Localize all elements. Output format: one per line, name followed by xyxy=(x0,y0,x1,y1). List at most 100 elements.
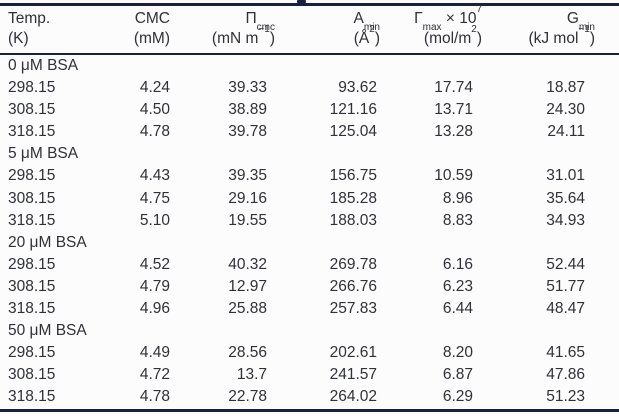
header-gmin-line2: (kJ mol−1) xyxy=(528,23,595,47)
header-temp-line1: Temp. xyxy=(8,10,51,27)
cell-gamma-max: 6.16 xyxy=(442,255,473,273)
cell-a-min: 202.61 xyxy=(329,344,377,362)
cell-gamma-max: 8.20 xyxy=(442,344,473,362)
cell-a-min: 93.62 xyxy=(338,79,377,97)
cell-a-min: 269.78 xyxy=(329,255,377,273)
table-row: 308.15 4.79 12.97 266.76 6.23 51.77 xyxy=(0,276,619,298)
cell-g-min: 51.23 xyxy=(546,388,585,406)
cell-a-min: 264.02 xyxy=(329,388,377,406)
cell-pi-cmc: 25.88 xyxy=(228,300,267,318)
cell-pi-cmc: 29.16 xyxy=(228,189,267,207)
table-row: 318.15 4.96 25.88 257.83 6.44 48.47 xyxy=(0,298,619,320)
table-row: 298.15 4.24 39.33 93.62 17.74 18.87 xyxy=(0,77,619,99)
cell-gamma-max: 6.29 xyxy=(442,388,473,406)
cell-pi-cmc: 28.56 xyxy=(228,344,267,362)
section-row-20um-bsa: 20 μM BSA xyxy=(0,232,619,254)
cell-temp: 298.15 xyxy=(8,167,56,185)
cell-temp: 298.15 xyxy=(8,79,56,97)
section-label: 0 μM BSA xyxy=(8,57,79,74)
header-gamma-line2: (mol/m2) xyxy=(423,23,482,47)
header-temp-line2: (K) xyxy=(8,30,29,47)
cell-g-min: 18.87 xyxy=(546,79,585,97)
cell-cmc: 4.43 xyxy=(139,167,170,185)
table-row: 318.15 4.78 22.78 264.02 6.29 51.23 xyxy=(0,386,619,408)
cell-cmc: 4.50 xyxy=(139,101,170,119)
header-cmc-line1: CMC xyxy=(134,10,170,27)
cell-a-min: 266.76 xyxy=(329,277,377,295)
cell-temp: 308.15 xyxy=(8,366,56,384)
cell-g-min: 35.64 xyxy=(546,189,585,207)
header-cmc-line2: (mM) xyxy=(133,30,170,47)
header-pi-line2: (mN m−1) xyxy=(211,23,275,47)
cell-gamma-max: 10.59 xyxy=(434,167,473,185)
cell-gamma-max: 6.44 xyxy=(442,300,473,318)
header-gmin-line1: Gmin xyxy=(566,10,595,34)
cell-g-min: 48.47 xyxy=(546,300,585,318)
table-top-rule xyxy=(0,3,619,6)
cell-gamma-max: 6.23 xyxy=(442,277,473,295)
table-row: 318.15 5.10 19.55 188.03 8.83 34.93 xyxy=(0,210,619,232)
cell-g-min: 24.11 xyxy=(547,123,585,141)
cell-gamma-max: 8.83 xyxy=(442,211,473,229)
cell-a-min: 185.28 xyxy=(329,189,377,207)
cell-cmc: 4.52 xyxy=(139,255,170,273)
section-row-50um-bsa: 50 μM BSA xyxy=(0,320,619,342)
cell-cmc: 4.78 xyxy=(139,123,170,141)
cell-a-min: 241.57 xyxy=(329,366,377,384)
header-gamma-line1: Γmax × 107 xyxy=(414,3,482,34)
column-header-pi-cmc: Πcmc (mN m−1) xyxy=(188,9,308,49)
column-header-g-min: Gmin (kJ mol−1) xyxy=(510,9,619,49)
section-label: 20 μM BSA xyxy=(8,233,87,251)
column-header-a-min: Amin (Å2) xyxy=(303,9,398,49)
cell-cmc: 4.78 xyxy=(139,388,170,406)
header-amin-line2: (Å2) xyxy=(353,23,380,47)
header-amin-line1: Amin xyxy=(353,10,380,34)
header-pi-line1: Πcmc xyxy=(245,10,275,34)
cell-gamma-max: 13.71 xyxy=(434,101,473,119)
cell-gamma-max: 17.74 xyxy=(434,79,473,97)
table-row: 298.15 4.49 28.56 202.61 8.20 41.65 xyxy=(0,342,619,364)
cell-a-min: 121.16 xyxy=(329,101,377,119)
cell-temp: 318.15 xyxy=(8,211,56,229)
section-row-0um-bsa: 0 μM BSA xyxy=(0,55,619,77)
cell-g-min: 31.01 xyxy=(546,167,585,185)
cell-g-min: 34.93 xyxy=(546,211,585,229)
cell-cmc: 4.75 xyxy=(139,189,170,207)
table-row: 318.15 4.78 39.78 125.04 13.28 24.11 xyxy=(0,121,619,143)
cell-g-min: 51.77 xyxy=(546,277,585,295)
cell-temp: 308.15 xyxy=(8,189,56,207)
cell-a-min: 188.03 xyxy=(329,211,377,229)
table-row: 308.15 4.72 13.7 241.57 6.87 47.86 xyxy=(0,364,619,386)
cell-g-min: 47.86 xyxy=(546,366,585,384)
column-header-gamma-max: Γmax × 107 (mol/m2) xyxy=(404,3,509,49)
cell-pi-cmc: 39.78 xyxy=(228,123,267,141)
column-header-cmc: CMC (mM) xyxy=(110,9,180,49)
cell-temp: 318.15 xyxy=(8,123,56,141)
cell-pi-cmc: 12.97 xyxy=(228,277,267,295)
cell-temp: 308.15 xyxy=(8,277,56,295)
section-label: 5 μM BSA xyxy=(8,145,79,163)
cell-cmc: 4.24 xyxy=(139,79,170,97)
cell-pi-cmc: 19.55 xyxy=(228,211,267,229)
cell-gamma-max: 6.87 xyxy=(442,366,473,384)
table-row: 298.15 4.52 40.32 269.78 6.16 52.44 xyxy=(0,254,619,276)
table-header-row: Temp. (K) CMC (mM) Πcmc (mN m−1) Amin (Å… xyxy=(0,3,619,53)
cell-gamma-max: 8.96 xyxy=(442,189,473,207)
cell-a-min: 156.75 xyxy=(329,167,377,185)
cell-temp: 318.15 xyxy=(8,388,56,406)
cell-temp: 308.15 xyxy=(8,101,56,119)
cell-pi-cmc: 22.78 xyxy=(228,388,267,406)
cell-cmc: 4.79 xyxy=(139,277,170,295)
table-body: 0 μM BSA 298.15 4.24 39.33 93.62 17.74 1… xyxy=(0,55,619,409)
section-label: 50 μM BSA xyxy=(8,322,87,340)
column-header-temp: Temp. (K) xyxy=(8,9,110,49)
cell-pi-cmc: 13.7 xyxy=(236,366,267,384)
cell-g-min: 41.65 xyxy=(546,344,585,362)
table-row: 308.15 4.75 29.16 185.28 8.96 35.64 xyxy=(0,188,619,210)
cell-cmc: 4.49 xyxy=(139,344,170,362)
table-row: 298.15 4.43 39.35 156.75 10.59 31.01 xyxy=(0,165,619,187)
cell-g-min: 24.30 xyxy=(546,101,585,119)
table-row: 308.15 4.50 38.89 121.16 13.71 24.30 xyxy=(0,99,619,121)
cell-pi-cmc: 39.33 xyxy=(228,79,267,97)
